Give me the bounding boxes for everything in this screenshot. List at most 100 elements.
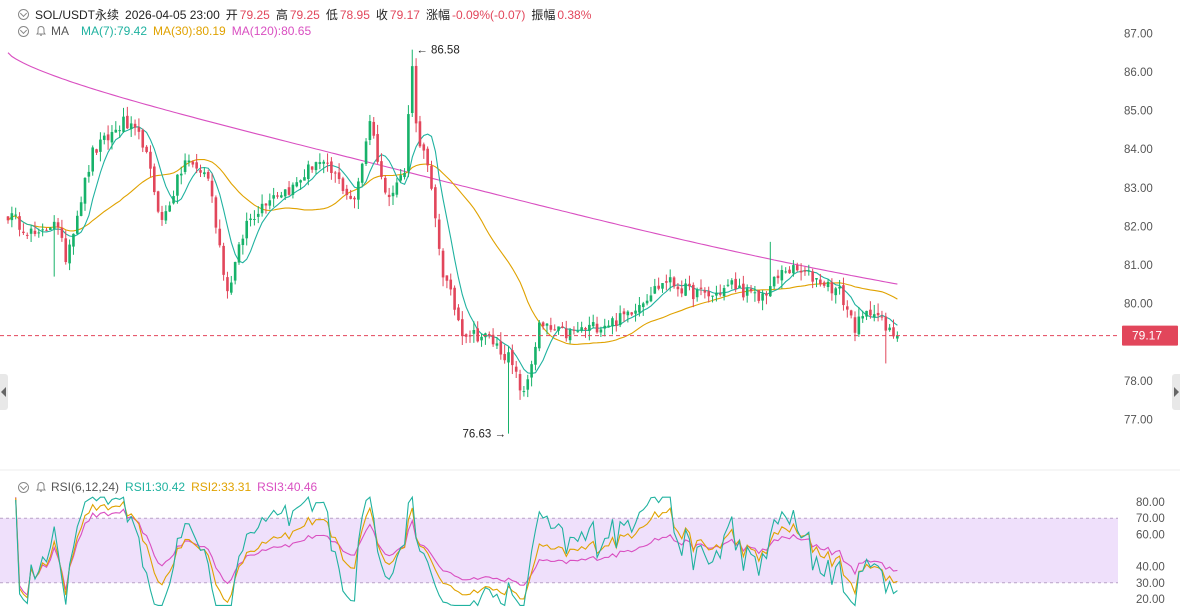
candle-body [410,66,414,114]
scroll-right-handle[interactable] [1172,374,1180,410]
current-price-tag [1122,325,1178,346]
candle-body [64,238,68,263]
bell-icon[interactable] [35,481,47,493]
candle-body [276,195,279,197]
candle-body [153,166,156,193]
candle-body [499,341,503,355]
candle-body [641,303,645,308]
candle-body [622,311,626,315]
rsi1-line [15,495,898,607]
candle-body [99,139,102,152]
candle-body [495,343,499,346]
candle-body [87,171,91,177]
ma120-value: MA(120):80.65 [231,24,312,38]
candle-body [761,293,764,301]
candle-body [861,316,864,319]
candle-body [514,366,518,372]
candle-body [680,288,684,294]
candle-body [557,326,560,331]
candle-body [853,317,857,333]
candle-body [487,334,491,336]
candle-body [407,114,410,172]
candle-body [595,323,599,333]
high-label: 高 [275,8,288,22]
candle-body [122,116,125,132]
candle-body [564,328,568,339]
candle-body [676,286,680,290]
candle-body [449,279,453,290]
change-value: -0.09%(-0.07) [451,7,526,22]
candle-body [49,227,52,230]
candle-body [133,123,137,128]
rsi-tick-label: 60.00 [1136,529,1165,541]
candle-body [603,325,607,329]
candle-body [395,182,399,195]
candle-body [534,346,537,365]
candle-body [480,336,483,341]
candle-body [183,160,187,172]
candle-body [888,327,891,331]
low-label: 低 [325,8,338,22]
candle-body [618,313,622,326]
candle-body [857,316,861,335]
candle-body [734,278,737,290]
candle-body [722,288,726,296]
candle-body [464,334,468,337]
candle-body [745,288,749,296]
bell-icon[interactable] [35,25,47,37]
candle-body [176,174,179,196]
collapse-icon[interactable] [18,9,29,20]
close-value: 79.17 [389,7,420,22]
candle-body [649,295,653,302]
candle-body [418,121,422,147]
candle-body [757,290,761,301]
low-value: 78.95 [339,7,370,22]
candle-body [472,330,476,334]
candle-body [360,163,364,183]
candle-body [376,134,379,162]
candle-body [291,184,295,195]
candle-body [549,325,553,330]
rsi3-value: RSI3:40.46 [257,480,318,494]
candle-body [272,195,275,199]
rsi2-value: RSI2:33.31 [191,480,252,494]
candle-body [91,147,94,172]
candle-body [256,213,260,217]
candle-body [60,227,64,238]
candle-body [337,172,341,180]
candle-body [249,218,252,221]
rsi3-line [15,497,898,597]
candle-body [572,329,576,331]
candle-body [772,276,776,287]
candle-body [349,195,352,199]
collapse-ma-icon[interactable] [18,25,29,37]
candle-body [241,238,245,246]
candle-body [842,285,845,306]
candle-body [330,161,333,174]
candle-body [896,335,899,339]
amplitude-label: 振幅 [531,8,556,22]
price-tick-label: 77.00 [1124,414,1153,426]
candle-body [118,130,121,132]
candle-body [333,172,337,174]
candle-body [129,123,133,130]
scroll-left-handle[interactable] [0,374,8,410]
candle-body [511,350,514,366]
candle-body [491,334,495,345]
candle-body [615,320,618,326]
collapse-rsi-icon[interactable] [18,481,29,493]
candle-body [295,182,299,187]
candle-body [264,203,268,206]
candle-body [403,172,406,178]
candle-body [803,270,807,272]
candle-body [742,283,745,298]
candle-body [834,288,838,296]
candle-body [387,194,391,198]
candle-body [149,151,152,169]
candle-body [580,327,583,331]
candle-body [368,121,372,140]
candle-body [137,127,141,132]
price-tick-label: 80.00 [1124,299,1153,311]
candle-body [18,216,21,230]
